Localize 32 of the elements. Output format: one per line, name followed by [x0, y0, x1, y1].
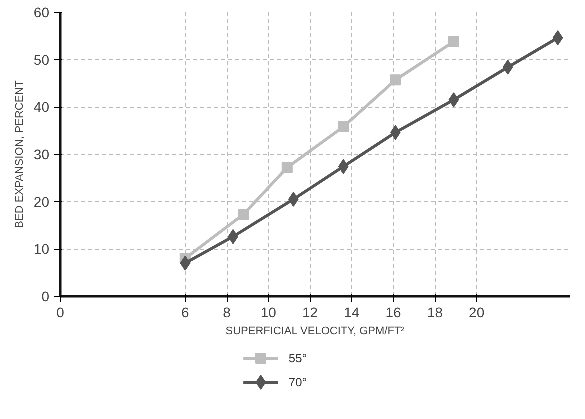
- point: [502, 60, 514, 75]
- y-tick-label: 20: [34, 194, 50, 210]
- x-tick-label: 18: [427, 304, 444, 320]
- x-axis-title: SUPERFICIAL VELOCITY, GPM/FT²: [226, 326, 406, 338]
- x-tick-label: 10: [260, 304, 277, 320]
- x-tick-label: 6: [182, 304, 190, 320]
- x-tick-label: 20: [469, 304, 485, 320]
- point: [552, 30, 564, 46]
- x-tick-label: 0: [56, 304, 65, 320]
- point: [338, 122, 350, 133]
- legend-label: 70°: [288, 376, 308, 390]
- point: [282, 162, 293, 174]
- point: [338, 159, 349, 174]
- legend-label: 55°: [288, 352, 308, 366]
- point: [390, 125, 401, 140]
- x-tick-label: 16: [386, 304, 402, 320]
- y-tick-label: 60: [34, 4, 50, 20]
- y-tick-label: 50: [34, 52, 50, 68]
- y-tick-label: 40: [34, 99, 50, 116]
- point: [288, 192, 299, 207]
- y-axis-title: BED EXPANSION, PERCENT: [14, 80, 26, 228]
- y-tick-label: 10: [34, 241, 50, 258]
- point: [238, 209, 250, 220]
- y-tick-label: 0: [42, 288, 50, 304]
- x-tick-label: 14: [344, 304, 360, 320]
- point: [180, 256, 191, 271]
- y-tick-label: 30: [34, 146, 50, 162]
- x-tick-label: 12: [302, 304, 318, 320]
- point: [448, 36, 460, 48]
- point: [390, 74, 402, 86]
- x-tick-label: 8: [223, 304, 232, 320]
- point: [448, 92, 460, 108]
